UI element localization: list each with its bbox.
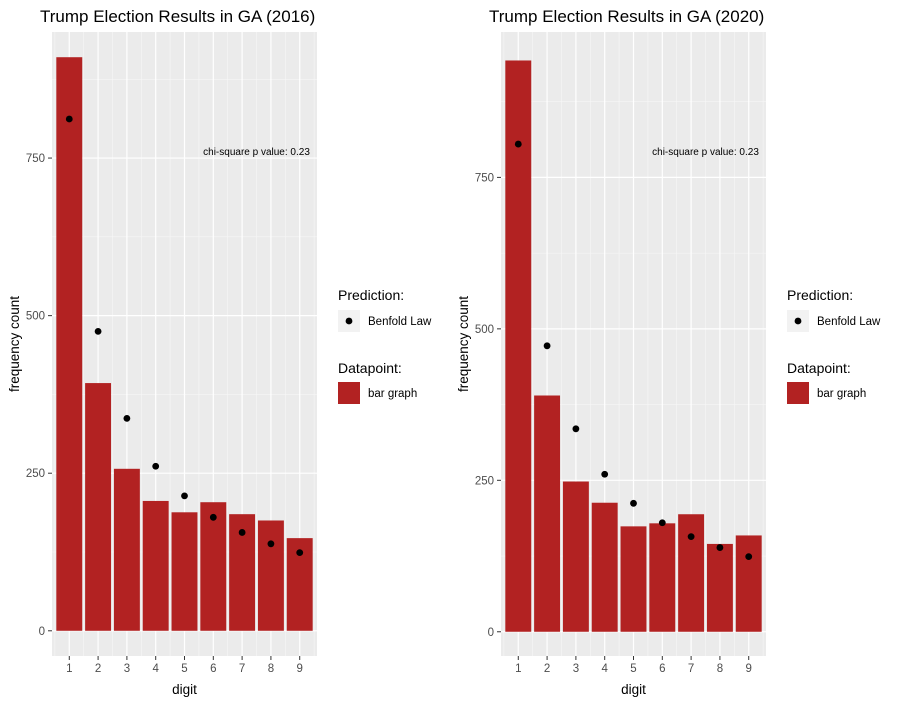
chart-2-y-tick-label: 250: [475, 475, 494, 487]
chart-1-bar: [56, 57, 83, 631]
chart-2-bar: [649, 523, 676, 632]
chart-1-bar: [85, 383, 112, 631]
chart-2-x-tick-label: 9: [746, 663, 752, 675]
chart-1-title: Trump Election Results in GA (2016): [40, 7, 315, 26]
chart-2-x-tick-label: 6: [659, 663, 665, 675]
chart-2-x-tick-label: 7: [688, 663, 694, 675]
chart-1-benford-point: [94, 327, 102, 335]
chart-2-benford-point: [687, 533, 695, 541]
chart-1-x-tick-label: 9: [297, 663, 303, 675]
chart-2-bar: [620, 526, 647, 632]
chart-2-legend-prediction-label: Benfold Law: [817, 316, 881, 328]
chart-1-x-tick-label: 4: [152, 663, 159, 675]
chart-1-benford-point: [123, 414, 131, 422]
chart-2-x-tick-label: 4: [601, 663, 608, 675]
chart-1-x-tick-label: 8: [268, 663, 274, 675]
chart-1-legend-bar-swatch: [338, 382, 360, 404]
chart-1-benford-point: [238, 529, 246, 536]
chart-2-legend-point-icon: [794, 317, 802, 325]
chart-2-x-tick-label: 3: [573, 663, 579, 675]
chart-1-legend-prediction-label: Benfold Law: [368, 316, 432, 328]
chart-1-x-tick-label: 5: [181, 663, 187, 675]
chart-2-legend-bar-swatch: [787, 382, 809, 404]
chart-2-benford-point: [745, 553, 753, 561]
chart-2-legend-prediction-title: Prediction:: [787, 287, 853, 303]
chart-1-benford-point: [152, 462, 160, 470]
chart-2-y-tick-label: 0: [488, 627, 494, 639]
chart-1-benford-point: [209, 513, 217, 521]
chart-2-benford-point: [601, 470, 609, 478]
chart-1-annotation: chi-square p value: 0.23: [203, 147, 310, 158]
chart-2-legend-datapoint-title: Datapoint:: [787, 360, 851, 376]
chart-1-bar: [171, 512, 198, 631]
chart-1-group: Trump Election Results in GA (2016) chi-s…: [7, 7, 432, 697]
chart-2-benford-point: [543, 342, 551, 350]
chart-1-x-tick-label: 3: [124, 663, 130, 675]
chart-2-benford-point: [514, 140, 522, 148]
chart-2-y-tick-label: 500: [475, 324, 494, 336]
chart-1-y-tick-label: 750: [26, 153, 45, 165]
chart-2-benford-point: [658, 519, 666, 527]
chart-2-bar: [678, 514, 705, 632]
chart-1-y-axis-title: frequency count: [7, 296, 22, 392]
chart-1-bar: [200, 502, 227, 631]
chart-1-legend-datapoint-label: bar graph: [368, 388, 417, 400]
chart-2-benford-point: [572, 425, 580, 433]
chart-2-x-tick-label: 5: [630, 663, 636, 675]
chart-1-bar: [142, 500, 169, 631]
chart-1-benford-point: [65, 115, 73, 123]
chart-2-bar: [562, 481, 589, 632]
chart-1-bar: [113, 468, 140, 631]
chart-2-group: Trump Election Results in GA (2020) chi-s…: [456, 7, 881, 697]
chart-1-legend-prediction-title: Prediction:: [338, 287, 404, 303]
chart-1-benford-point: [296, 549, 304, 557]
chart-2-annotation: chi-square p value: 0.23: [652, 147, 759, 158]
chart-1-legend-point-icon: [345, 317, 353, 325]
chart-1-y-tick-label: 250: [26, 468, 45, 480]
chart-2-benford-point: [630, 499, 637, 507]
chart-2-x-tick-label: 1: [515, 663, 521, 675]
chart-2-x-axis-title: digit: [621, 682, 646, 697]
chart-2-x-tick-label: 8: [717, 663, 723, 675]
chart-1-y-tick-label: 500: [26, 311, 45, 323]
chart-2-y-axis-title: frequency count: [456, 296, 471, 392]
chart-1-benford-point: [267, 540, 275, 548]
chart-1-x-tick-label: 7: [239, 663, 245, 675]
chart-1-bar: [257, 520, 284, 631]
chart-2-y-tick-label: 750: [475, 172, 494, 184]
chart-1-x-axis-title: digit: [172, 682, 197, 697]
chart-2-bar: [505, 60, 532, 632]
chart-2-bar: [706, 543, 733, 632]
chart-2-legend-datapoint-label: bar graph: [817, 388, 866, 400]
chart-1-y-tick-label: 0: [39, 626, 45, 638]
chart-1-x-tick-label: 1: [66, 663, 72, 675]
chart-2-bar: [591, 502, 618, 632]
chart-1-x-tick-label: 2: [95, 663, 101, 675]
chart-2-bar: [534, 395, 561, 632]
chart-1-legend-datapoint-title: Datapoint:: [338, 360, 402, 376]
chart-1-benford-point: [181, 492, 188, 500]
chart-1-x-tick-label: 6: [210, 663, 216, 675]
chart-2-title: Trump Election Results in GA (2020): [489, 7, 764, 26]
chart-2-bar: [735, 535, 762, 632]
chart-2-benford-point: [716, 544, 724, 551]
chart-2-x-tick-label: 2: [544, 663, 550, 675]
